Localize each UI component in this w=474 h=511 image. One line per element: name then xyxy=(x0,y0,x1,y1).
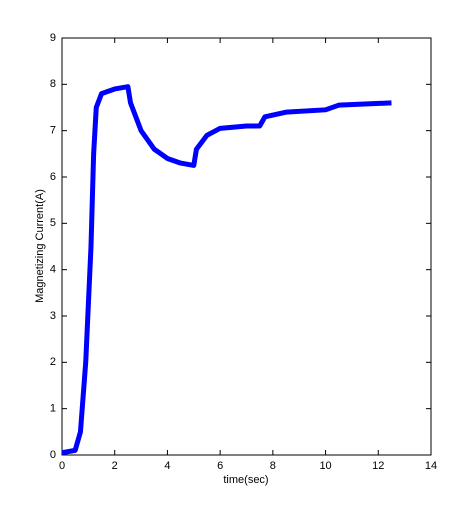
x-tick-label: 14 xyxy=(425,460,437,472)
data-line xyxy=(61,84,392,456)
y-tick-label: 4 xyxy=(50,264,56,276)
plot-frame xyxy=(61,37,432,456)
x-tick-label: 10 xyxy=(319,460,331,472)
x-tick-label: 6 xyxy=(217,460,223,472)
y-tick-label: 3 xyxy=(50,310,56,322)
y-tick-label: 1 xyxy=(50,403,56,415)
x-tick-label: 8 xyxy=(270,460,276,472)
y-tick-label: 9 xyxy=(50,32,56,44)
x-tick-label: 2 xyxy=(112,460,118,472)
x-tick-label: 0 xyxy=(59,460,65,472)
y-tick-label: 2 xyxy=(50,356,56,368)
y-tick-label: 5 xyxy=(50,217,56,229)
x-tick-label: 4 xyxy=(164,460,170,472)
x-axis-label: time(sec) xyxy=(223,474,268,486)
x-tick-label: 12 xyxy=(372,460,384,472)
y-tick-label: 0 xyxy=(50,449,56,461)
y-tick-label: 7 xyxy=(50,125,56,137)
y-axis-label: Magnetizing Current(A) xyxy=(34,189,46,303)
y-tick-label: 6 xyxy=(50,171,56,183)
y-tick-label: 8 xyxy=(50,78,56,90)
